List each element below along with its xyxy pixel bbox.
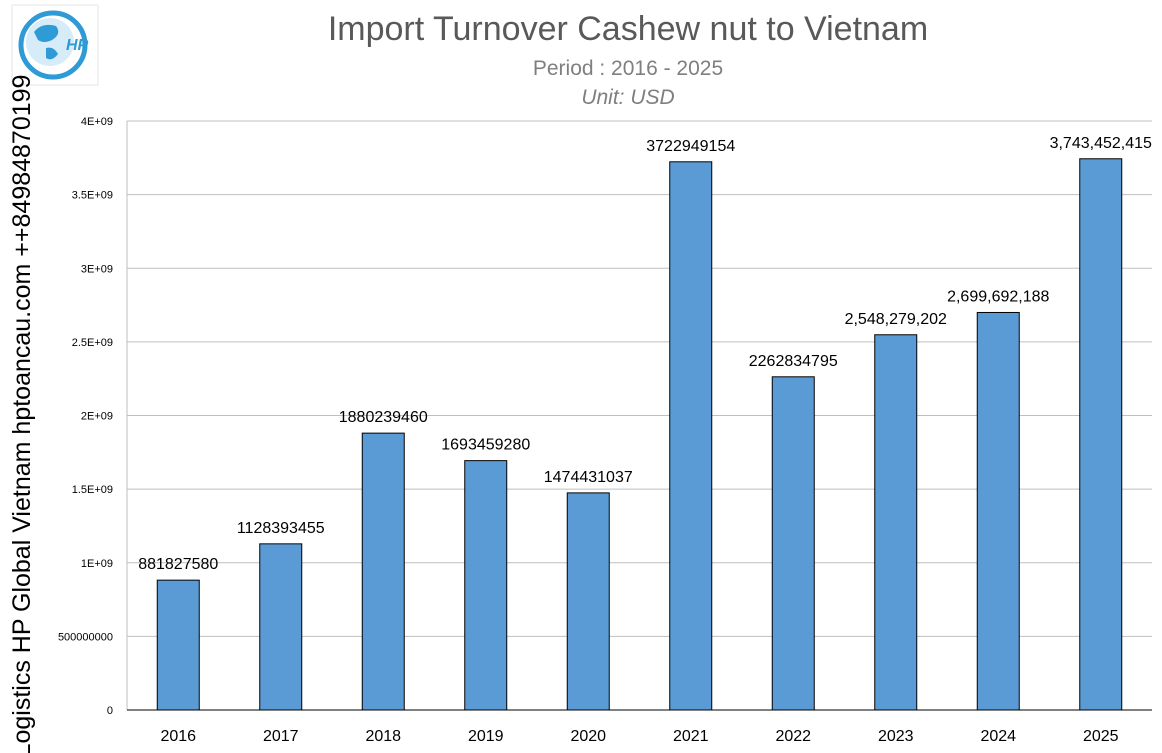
data-label: 1693459280 xyxy=(441,437,530,454)
chart-title: Import Turnover Cashew nut to Vietnam xyxy=(328,10,928,48)
data-label: 3722949154 xyxy=(646,138,735,155)
continent-shape xyxy=(34,24,59,60)
bar xyxy=(156,579,200,711)
x-tick-label: 2017 xyxy=(263,728,299,745)
x-tick-label: 2023 xyxy=(878,728,914,745)
y-tick-label: 500000000 xyxy=(58,631,113,643)
logo-text: HP xyxy=(66,37,89,54)
data-label: 3,743,452,415 xyxy=(1050,135,1152,152)
data-label: 1880239460 xyxy=(339,409,428,426)
y-axis-ticks: 0 500000000 1E+09 1.5E+09 2E+09 2.5E+09 3E+09 3… xyxy=(58,116,113,717)
data-label: 1474431037 xyxy=(544,469,633,486)
x-tick-label: 2018 xyxy=(365,728,401,745)
bar xyxy=(874,334,918,711)
x-tick-label: 2025 xyxy=(1083,728,1119,745)
bar xyxy=(976,311,1020,711)
axes xyxy=(126,121,1152,711)
data-label: 881827580 xyxy=(138,556,218,573)
x-tick-label: 2022 xyxy=(775,728,811,745)
bar xyxy=(566,492,610,711)
y-tick-label: 1E+09 xyxy=(81,558,113,570)
logo: HP xyxy=(11,4,99,86)
data-label: 2,548,279,202 xyxy=(845,311,947,328)
side-watermark-text: Logistics HP Global Vietnam hptoancau.co… xyxy=(8,75,36,753)
data-label: 1128393455 xyxy=(237,520,325,537)
bar xyxy=(669,161,713,711)
bar xyxy=(771,376,815,711)
y-tick-label: 0 xyxy=(107,705,113,717)
bar xyxy=(361,432,405,711)
data-label: 2,699,692,188 xyxy=(947,288,1049,305)
bar xyxy=(1079,158,1123,711)
y-tick-label: 2E+09 xyxy=(81,411,113,423)
chart-unit: Unit: USD xyxy=(581,86,674,109)
data-label: 2262834795 xyxy=(749,353,838,370)
bar xyxy=(464,460,508,711)
x-tick-label: 2019 xyxy=(468,728,504,745)
data-labels: 881827580 1128393455 1880239460 1693459280 1… xyxy=(138,135,1152,573)
x-tick-label: 2020 xyxy=(570,728,606,745)
bars xyxy=(156,158,1123,711)
y-tick-label: 1.5E+09 xyxy=(72,484,113,496)
bar xyxy=(259,543,303,711)
x-tick-label: 2024 xyxy=(980,728,1016,745)
x-axis-ticks: 2016 2017 2018 2019 2020 2021 2022 2023 2024 2025 xyxy=(160,728,1118,745)
globe-ring-icon xyxy=(18,10,88,80)
y-tick-label: 3.5E+09 xyxy=(72,190,113,202)
y-tick-label: 3E+09 xyxy=(81,263,113,275)
x-tick-label: 2021 xyxy=(673,728,709,745)
chart-subtitle: Period : 2016 - 2025 xyxy=(533,57,723,80)
x-tick-label: 2016 xyxy=(160,728,196,745)
y-tick-label: 2.5E+09 xyxy=(72,337,113,349)
y-tick-label: 4E+09 xyxy=(81,116,113,128)
